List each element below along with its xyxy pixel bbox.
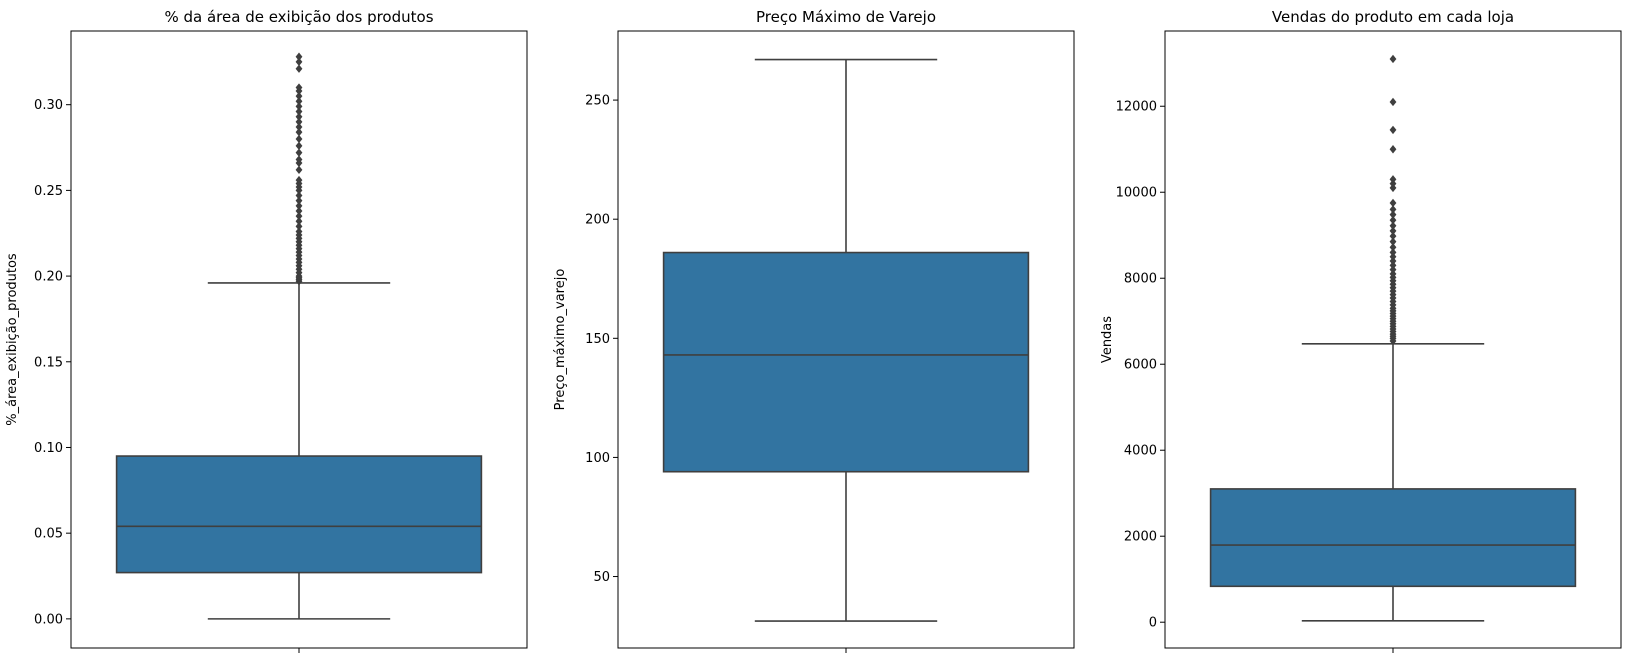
subplot-1: % da área de exibição dos produtos %_área… — [5, 8, 528, 653]
outlier-point — [1389, 54, 1397, 64]
iqr-box — [662, 251, 1030, 473]
y-tick-label: 2000 — [1124, 530, 1157, 545]
y-tick-label: 4000 — [1124, 444, 1157, 459]
outlier-point — [1389, 215, 1397, 225]
y-tick-label: 200 — [585, 213, 610, 228]
outlier-point — [295, 107, 303, 116]
outlier-point — [295, 127, 303, 137]
outlier-point — [1389, 179, 1397, 188]
outlier-point — [1389, 183, 1397, 193]
subplot-title: % da área de exibição dos produtos — [164, 8, 433, 26]
outlier-point — [1389, 231, 1397, 241]
plot-frame — [617, 30, 1075, 649]
outlier-point — [295, 155, 303, 164]
y-tick-label: 50 — [593, 570, 610, 585]
subplot-2: Preço Máximo de Varejo Preço_máximo_varej… — [553, 8, 1075, 653]
outlier-point — [1389, 248, 1397, 257]
outlier-point — [295, 165, 303, 175]
outlier-point — [295, 117, 303, 127]
outlier-point — [1389, 97, 1397, 107]
outlier-point — [1389, 175, 1397, 184]
subplot-title: Preço Máximo de Varejo — [756, 8, 936, 26]
outlier-point — [1389, 210, 1397, 219]
outlier-point — [1389, 198, 1397, 208]
y-tick-label: 0.05 — [34, 527, 63, 542]
outlier-point — [295, 52, 303, 61]
y-axis-label: %_área_exibição_produtos — [5, 253, 20, 426]
y-tick-label: 0.15 — [34, 355, 63, 370]
outlier-point — [295, 97, 303, 106]
y-tick-label: 8000 — [1124, 272, 1157, 287]
outlier-point — [295, 91, 303, 101]
y-tick-label: 0.10 — [34, 441, 63, 456]
outlier-point — [295, 191, 303, 200]
y-tick-label: 0.00 — [34, 612, 63, 627]
y-tick-label: 0.20 — [34, 270, 63, 285]
y-tick-label: 250 — [585, 94, 610, 109]
outlier-point — [295, 83, 303, 92]
outlier-point — [295, 148, 303, 157]
outlier-point — [295, 64, 303, 73]
plot-frame — [1164, 30, 1622, 649]
y-tick-label: 12000 — [1116, 100, 1157, 115]
outlier-point — [295, 102, 303, 111]
y-tick-label: 0.30 — [34, 98, 63, 113]
subplot-title: Vendas do produto em cada loja — [1272, 8, 1514, 26]
outlier-point — [1389, 221, 1397, 230]
outlier-point — [295, 196, 303, 205]
outlier-point — [1389, 205, 1397, 214]
outlier-point — [1389, 243, 1397, 252]
outlier-point — [1389, 237, 1397, 246]
outlier-point — [295, 112, 303, 121]
outlier-point — [1389, 252, 1397, 261]
outlier-point — [295, 134, 303, 144]
iqr-box — [115, 455, 483, 574]
plot-frame — [70, 30, 528, 649]
y-axis-label: Preço_máximo_varejo — [553, 269, 568, 411]
y-tick-label: 0.25 — [34, 184, 63, 199]
outlier-point — [1389, 145, 1397, 154]
y-tick-label: 100 — [585, 451, 610, 466]
outlier-point — [295, 122, 303, 132]
outlier-point — [295, 141, 303, 151]
outlier-point — [1389, 256, 1397, 266]
outlier-point — [1389, 125, 1397, 135]
outlier-point — [295, 175, 303, 185]
outlier-point — [295, 57, 303, 67]
iqr-box — [1209, 488, 1577, 588]
outlier-point — [295, 201, 303, 211]
y-axis-label: Vendas — [1100, 316, 1115, 363]
outlier-point — [1389, 226, 1397, 236]
outlier-point — [1389, 261, 1397, 270]
subplot-3: Vendas do produto em cada loja Vendas 0 200… — [1100, 8, 1622, 653]
outlier-point — [1389, 265, 1397, 274]
outlier-point — [295, 206, 303, 216]
outlier-point — [295, 211, 303, 221]
outlier-point — [1389, 269, 1397, 279]
outlier-point — [295, 217, 303, 226]
outlier-point — [295, 227, 303, 236]
y-tick-label: 6000 — [1124, 358, 1157, 373]
y-tick-label: 10000 — [1116, 186, 1157, 201]
y-tick-label: 0 — [1149, 616, 1157, 631]
outlier-point — [295, 222, 303, 231]
y-tick-label: 150 — [585, 332, 610, 347]
